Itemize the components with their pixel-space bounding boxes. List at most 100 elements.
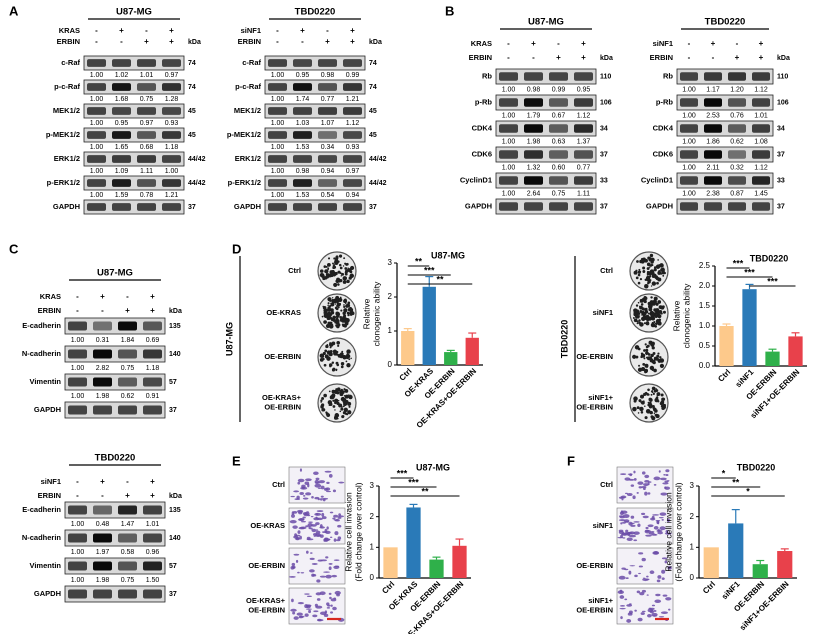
quant-value: 1.00 bbox=[271, 144, 285, 151]
colony-dot bbox=[336, 340, 341, 345]
colony-dot bbox=[661, 397, 666, 401]
quant-value: 0.97 bbox=[165, 72, 179, 79]
band bbox=[112, 155, 131, 163]
colony-dot bbox=[325, 412, 329, 416]
invaded-cell bbox=[660, 611, 668, 615]
invaded-cell bbox=[331, 574, 338, 578]
quant-value: 1.00 bbox=[165, 168, 179, 175]
colony-dot bbox=[327, 304, 329, 307]
colony-dot bbox=[347, 401, 352, 406]
colony-dot bbox=[652, 302, 656, 306]
colony-dot bbox=[321, 315, 324, 318]
colony-dot bbox=[644, 259, 647, 263]
colony-dot bbox=[340, 365, 344, 369]
band bbox=[293, 155, 312, 163]
significance-label: ** bbox=[436, 274, 444, 284]
colony-dot bbox=[343, 388, 346, 391]
colony-dot bbox=[650, 296, 653, 299]
blot-strip bbox=[264, 151, 366, 167]
invaded-cell bbox=[647, 524, 654, 528]
band bbox=[162, 155, 181, 163]
colony-dot bbox=[345, 403, 348, 406]
protein-label: p-Rb bbox=[475, 97, 492, 106]
quant-value: 1.11 bbox=[140, 168, 153, 175]
invaded-cell bbox=[312, 614, 318, 618]
kda-value: 33 bbox=[600, 177, 608, 184]
invaded-cell bbox=[661, 577, 665, 581]
invaded-cell bbox=[326, 606, 331, 609]
colony-dot bbox=[651, 405, 655, 409]
band bbox=[68, 377, 87, 387]
colony-dot bbox=[653, 368, 657, 373]
invaded-cell bbox=[630, 484, 635, 487]
bar bbox=[422, 286, 436, 365]
colony-dot bbox=[656, 354, 660, 358]
colony-dot bbox=[649, 365, 655, 371]
bar bbox=[765, 351, 780, 366]
protein-label: c-Raf bbox=[242, 58, 261, 67]
colony-dot bbox=[655, 264, 661, 269]
band bbox=[574, 176, 593, 185]
blot-strip bbox=[83, 127, 185, 143]
colony-dot bbox=[347, 267, 349, 269]
invaded-cell bbox=[303, 495, 306, 497]
band bbox=[162, 107, 181, 115]
blot-strip bbox=[495, 120, 597, 137]
condition-sign: + bbox=[100, 477, 105, 486]
condition-sign: + bbox=[350, 26, 355, 35]
invaded-cell bbox=[320, 495, 324, 498]
colony-dot bbox=[646, 356, 651, 361]
invasion-group-label: OE-ERBIN bbox=[248, 606, 285, 615]
band bbox=[112, 59, 131, 67]
invaded-cell bbox=[328, 474, 333, 478]
colony-group-label: Ctrl bbox=[288, 266, 301, 275]
invaded-cell bbox=[316, 598, 321, 601]
invaded-cell bbox=[336, 539, 341, 542]
invaded-cell bbox=[317, 487, 322, 489]
colony-dot bbox=[333, 416, 338, 420]
colony-dot bbox=[336, 302, 339, 305]
bar bbox=[465, 337, 479, 365]
band bbox=[137, 203, 156, 211]
invaded-cell bbox=[315, 522, 320, 526]
band bbox=[137, 59, 156, 67]
band bbox=[343, 155, 362, 163]
kda-value: 140 bbox=[169, 535, 181, 542]
quant-value: 1.98 bbox=[527, 138, 541, 145]
band bbox=[524, 150, 543, 159]
quant-value: 0.98 bbox=[321, 72, 335, 79]
invaded-cell bbox=[650, 531, 655, 533]
kda-header: kDa bbox=[600, 55, 613, 62]
band bbox=[499, 150, 518, 159]
protein-label: CDK6 bbox=[653, 149, 673, 158]
colony-dot bbox=[650, 353, 654, 358]
invaded-cell bbox=[623, 519, 630, 523]
invaded-cell bbox=[297, 571, 300, 574]
band bbox=[143, 349, 162, 359]
invaded-cell bbox=[663, 473, 666, 476]
band bbox=[704, 202, 722, 211]
invaded-cell bbox=[654, 599, 662, 603]
invaded-cell bbox=[633, 531, 640, 535]
invaded-cell bbox=[649, 607, 655, 610]
condition-sign: + bbox=[711, 39, 716, 48]
colony-dot bbox=[320, 404, 323, 408]
quant-value: 0.62 bbox=[121, 393, 135, 400]
invaded-cell bbox=[334, 531, 339, 536]
band bbox=[112, 107, 131, 115]
colony-group-label: Ctrl bbox=[600, 266, 613, 275]
invaded-cell bbox=[311, 563, 318, 565]
condition-sign: - bbox=[276, 37, 279, 46]
invaded-cell bbox=[636, 491, 639, 494]
kda-value: 37 bbox=[600, 151, 608, 158]
condition-sign: - bbox=[95, 37, 98, 46]
colony-dot bbox=[343, 357, 346, 360]
invaded-cell bbox=[621, 510, 628, 514]
colony-dot bbox=[323, 393, 327, 398]
invaded-cell bbox=[638, 565, 643, 568]
colony-dot bbox=[645, 409, 651, 414]
invaded-cell bbox=[330, 604, 333, 607]
band bbox=[93, 589, 112, 599]
y-tick-label: 0.0 bbox=[699, 361, 711, 370]
